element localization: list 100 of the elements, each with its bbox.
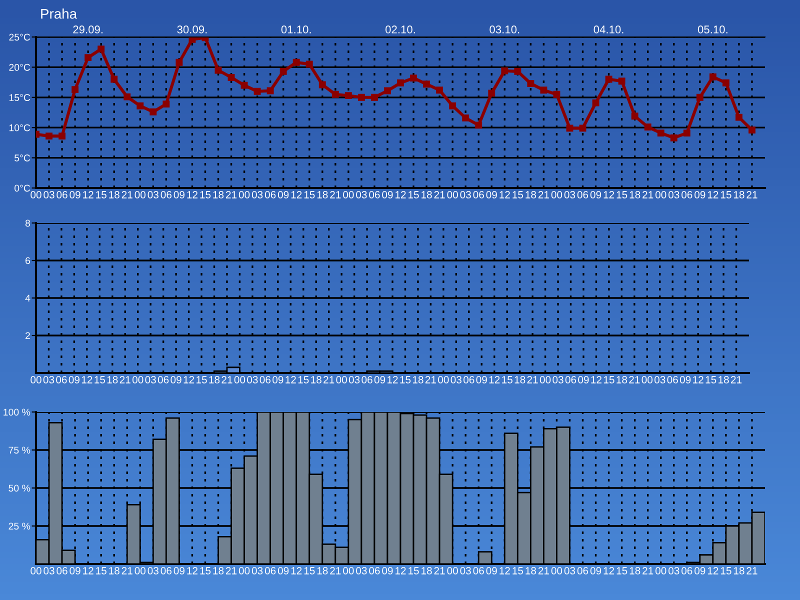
point	[344, 92, 352, 100]
x2-tick-label: 30.09.	[177, 26, 207, 34]
x-tick-label: 21	[330, 567, 341, 574]
x-tick-label: 21	[226, 567, 237, 574]
x2-tick-label: 03.10.	[490, 26, 520, 34]
x-tick-label: 18	[422, 567, 432, 574]
x-tick-label: 03	[654, 376, 666, 384]
point	[188, 37, 196, 43]
x-tick-label: 18	[514, 376, 526, 384]
x-tick-label: 00	[343, 567, 354, 574]
x-tick-label: 03	[460, 567, 471, 574]
x-tick-label: 03	[356, 567, 367, 574]
point	[475, 122, 482, 129]
x-tick-label: 15	[400, 376, 411, 384]
x-tick-label: 09	[278, 191, 289, 198]
point	[423, 80, 430, 88]
x-tick-label: 00	[132, 376, 144, 384]
x2-tick-label: 29.09.	[73, 26, 103, 34]
x-tick-label: 18	[209, 376, 220, 384]
x-tick-label: 06	[160, 191, 172, 198]
x-tick-label: 06	[473, 191, 484, 198]
x-tick-label: 09	[374, 376, 386, 384]
x-tick-label: 21	[731, 376, 742, 384]
x-tick-label: 00	[655, 567, 666, 574]
point	[58, 132, 66, 140]
x-tick-label: 00	[438, 376, 449, 384]
x-tick-label: 21	[642, 567, 654, 574]
point	[436, 86, 444, 94]
point	[162, 100, 170, 108]
x-tick-label: 15	[96, 191, 106, 198]
x-tick-label: 03	[44, 567, 54, 574]
x-tick-label: 18	[311, 376, 322, 384]
point	[592, 99, 600, 106]
x-tick-label: 15	[616, 567, 628, 574]
point	[98, 46, 105, 53]
x-tick-label: 06	[264, 567, 276, 574]
x-tick-label: 06	[565, 376, 576, 384]
point	[384, 87, 391, 94]
point	[618, 78, 626, 85]
x-tick-label: 12	[591, 376, 602, 384]
x-tick-label: 18	[107, 376, 118, 384]
x-tick-label: 18	[718, 376, 729, 384]
x-tick-label: 21	[746, 191, 758, 198]
x-tick-label: 12	[693, 376, 704, 384]
point	[240, 82, 248, 89]
x-tick-label: 06	[264, 191, 276, 198]
x-tick-label: 03	[450, 376, 462, 384]
x-tick-label: 09	[174, 567, 184, 574]
y-tick-label: 100 %	[4, 408, 30, 416]
point	[228, 74, 235, 81]
x-tick-label: 15	[720, 191, 732, 198]
x-tick-label: 18	[630, 191, 640, 198]
x-tick-label: 00	[447, 567, 458, 574]
y-tick-label: 4	[25, 294, 30, 302]
point	[358, 94, 365, 101]
x-tick-label: 12	[708, 191, 718, 198]
point	[722, 79, 730, 86]
x-tick-label: 21	[538, 191, 549, 198]
x-tick-label: 00	[238, 567, 250, 574]
x-tick-label: 00	[655, 191, 666, 198]
x-tick-label: 00	[336, 376, 347, 384]
y-tick-label: 25°C	[9, 34, 30, 41]
x-tick-label: 00	[134, 567, 146, 574]
x-tick-label: 15	[706, 376, 716, 384]
point	[176, 58, 183, 66]
x-tick-label: 15	[200, 191, 211, 198]
x-tick-label: 03	[564, 567, 576, 574]
point	[579, 124, 586, 132]
x-tick-label: 21	[222, 376, 232, 384]
x-tick-label: 09	[486, 191, 497, 198]
point	[540, 86, 548, 94]
point	[124, 93, 131, 100]
x-tick-label: 12	[388, 376, 398, 384]
point	[292, 58, 300, 66]
point	[605, 76, 612, 83]
x2-tick-label: 02.10.	[385, 26, 415, 34]
x-tick-label: 18	[630, 567, 640, 574]
x2-tick-label: 01.10.	[281, 26, 311, 34]
x-tick-label: 12	[500, 191, 510, 198]
x-tick-label: 09	[680, 376, 691, 384]
x-tick-label: 03	[668, 567, 680, 574]
y-tick-label: 8	[25, 220, 30, 227]
y-tick-label: 5°C	[14, 154, 30, 162]
point	[631, 112, 638, 120]
x-tick-label: 21	[330, 191, 341, 198]
x-tick-label: 00	[642, 376, 653, 384]
x-tick-label: 09	[486, 567, 497, 574]
x-tick-label: 06	[158, 376, 169, 384]
x-tick-label: 18	[734, 191, 744, 198]
point	[72, 86, 79, 94]
x-tick-label: 06	[260, 376, 271, 384]
x-tick-label: 15	[304, 191, 315, 198]
x2-tick-label: 04.10.	[594, 26, 624, 34]
point	[449, 102, 456, 110]
point	[566, 124, 574, 132]
x-tick-label: 09	[170, 376, 182, 384]
x-tick-label: 12	[291, 191, 302, 198]
x-tick-label: 15	[512, 191, 524, 198]
x-tick-label: 12	[187, 567, 198, 574]
x-tick-label: 00	[134, 191, 146, 198]
